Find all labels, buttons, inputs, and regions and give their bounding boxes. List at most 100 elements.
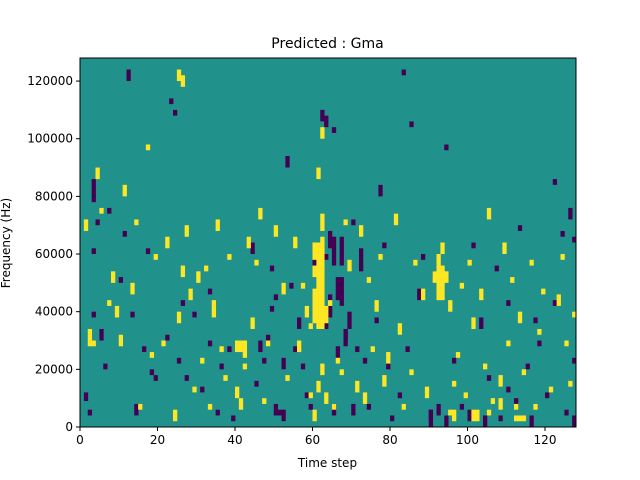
heatmap-cell-high (316, 167, 321, 180)
heatmap-cell-high (165, 236, 170, 249)
heatmap-cell-low (149, 369, 155, 376)
heatmap-cell-low (200, 386, 205, 393)
heatmap-cell-high (568, 380, 573, 387)
heatmap-cell-high (138, 403, 143, 410)
heatmap-cell-high (95, 167, 100, 180)
y-tick-label: 0 (65, 420, 73, 434)
heatmap-cell-low (219, 363, 224, 370)
heatmap-cell-low (545, 392, 550, 399)
heatmap-cell-high (312, 288, 317, 324)
heatmap-cell-high (118, 334, 124, 347)
chart-title: Predicted : Gma (271, 36, 383, 52)
heatmap-cell-high (560, 254, 565, 260)
heatmap-cell-low (273, 294, 279, 301)
heatmap-cell-low (273, 403, 279, 416)
heatmap-cell-low (95, 219, 100, 226)
heatmap-cell-low (107, 207, 112, 214)
heatmap-cell-low (207, 288, 213, 295)
heatmap-cell-high (366, 277, 372, 283)
heatmap-cell-low (91, 179, 96, 203)
y-tick-label: 40000 (35, 305, 73, 319)
heatmap-cell-high (448, 300, 453, 312)
heatmap-cell-high (471, 317, 476, 329)
heatmap-cell-high (339, 369, 344, 376)
heatmap-cell-low (378, 184, 383, 197)
heatmap-cell-high (250, 317, 255, 329)
heatmap-cell-high (320, 127, 325, 139)
heatmap-cell-high (521, 415, 527, 422)
heatmap-cell-low (386, 363, 391, 370)
heatmap-cell-high (378, 254, 383, 260)
y-axis: 0 20000 40000 60000 80000 100000 120000 (27, 74, 80, 434)
heatmap-cell-high (510, 277, 515, 283)
heatmap-cell-low (572, 415, 577, 427)
heatmap-cell-low (134, 403, 139, 416)
x-tick-label: 60 (305, 433, 320, 447)
heatmap-cell-low (359, 248, 364, 272)
heatmap-cell-low (390, 415, 395, 422)
heatmap-cell-low (142, 346, 147, 353)
heatmap-cell-high (324, 392, 329, 404)
heatmap-cell-high (517, 311, 523, 324)
heatmap-cell-low (192, 311, 197, 318)
heatmap-cell-high (308, 392, 313, 399)
x-axis: 0 20 40 60 80 100 120 (76, 427, 556, 447)
heatmap-cell-high (440, 242, 445, 255)
heatmap-cell-high (238, 340, 244, 353)
heatmap-cell-low (118, 277, 124, 283)
heatmap-cell-low (324, 115, 329, 128)
heatmap-cell-high (514, 415, 519, 422)
heatmap-cell-high (382, 375, 387, 387)
heatmap-cell-high (235, 340, 240, 353)
heatmap-cell-high (436, 254, 441, 301)
heatmap-cell-high (320, 236, 325, 329)
heatmap-cell-low (409, 121, 414, 128)
heatmap-cell-low (169, 98, 174, 105)
heatmap-cell-high (471, 409, 476, 422)
heatmap-cell-low (130, 311, 135, 318)
heatmap-cell-low (517, 225, 523, 231)
plot-area (79, 57, 577, 428)
heatmap-cell-low (285, 156, 290, 168)
heatmap-cell-low (83, 392, 89, 402)
heatmap-cell-high (192, 386, 197, 393)
heatmap-cell-high (242, 363, 248, 370)
heatmap-cell-low (145, 248, 151, 255)
heatmap-cell-low (568, 207, 573, 220)
heatmap-cell-high (196, 271, 201, 283)
heatmap-cell-low (537, 340, 542, 347)
heatmap-cell-low (300, 363, 306, 370)
heatmap-cell-high (312, 242, 317, 260)
heatmap-cell-low (483, 415, 488, 427)
x-tick-label: 100 (456, 433, 479, 447)
heatmap-cell-high (440, 265, 445, 301)
heatmap-cell-low (91, 311, 96, 318)
x-tick-label: 80 (382, 433, 397, 447)
y-tick-label: 60000 (35, 247, 73, 261)
heatmap-cell-high (184, 225, 189, 237)
heatmap-cell-high (335, 357, 341, 364)
heatmap-cell-high (502, 242, 507, 255)
heatmap-cell-high (572, 311, 577, 318)
heatmap-cell-high (556, 294, 561, 306)
heatmap-cell-low (99, 328, 104, 341)
heatmap-cell-low (289, 282, 294, 289)
x-tick-label: 20 (150, 433, 165, 447)
heatmap-cell-high (533, 403, 538, 410)
heatmap-cell-high (107, 300, 112, 306)
heatmap-cell-low (506, 300, 511, 306)
x-axis-label: Time step (297, 456, 357, 470)
heatmap-cell-low (459, 403, 465, 410)
x-tick-label: 40 (227, 433, 242, 447)
heatmap-cell-low (444, 415, 449, 427)
heatmap-cell-high (486, 207, 492, 220)
heatmap-cell-low (351, 219, 356, 226)
heatmap-cell-high (529, 259, 534, 266)
heatmap-cell-high (320, 213, 325, 231)
heatmap-cell-low (153, 375, 158, 381)
heatmap-cell-high (374, 300, 379, 312)
heatmap-cell-high (467, 259, 472, 266)
heatmap-cell-low (262, 357, 267, 364)
heatmap-cell-low (269, 265, 275, 272)
